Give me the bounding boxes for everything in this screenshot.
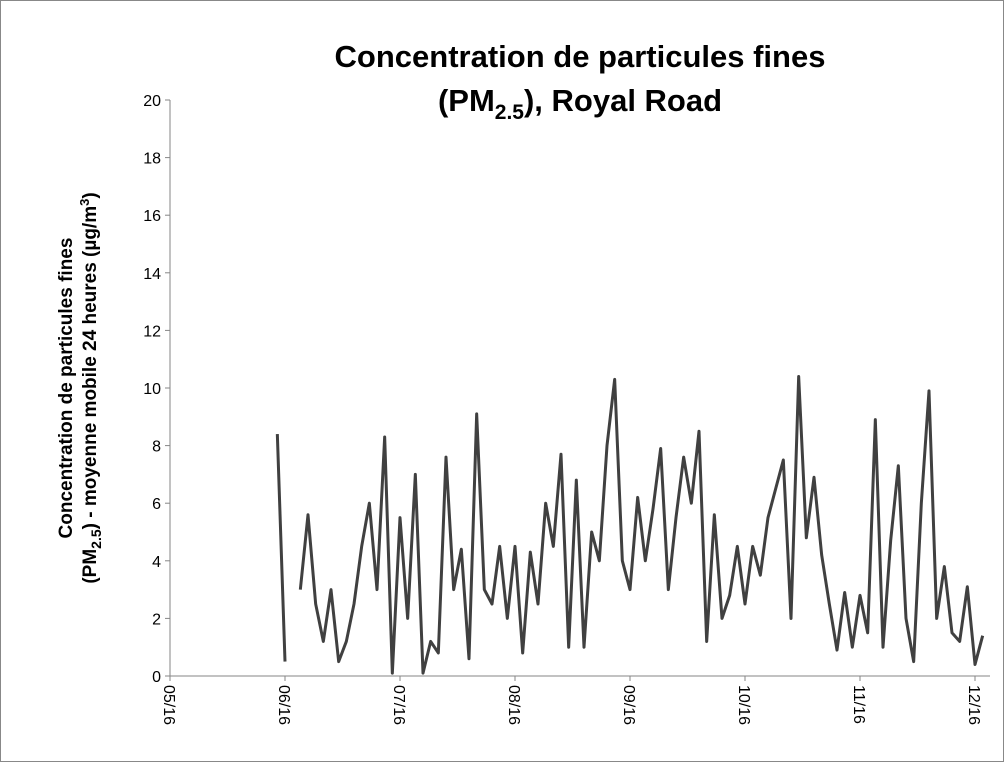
y-tick-label: 2: [152, 611, 161, 628]
chart-title: Concentration de particules fines: [335, 39, 826, 74]
title-part: ), Royal Road: [524, 83, 722, 118]
y-tick-label: 10: [143, 381, 161, 398]
y-label-part: Concentration de particules fines: [56, 238, 77, 539]
x-tick-label: 10/16: [735, 685, 752, 725]
x-tick-label: 05/16: [160, 685, 177, 725]
y-tick-label: 6: [152, 496, 161, 513]
y-label-part: (PM: [80, 549, 101, 584]
y-tick-label: 0: [152, 669, 161, 686]
y-label-subscript: 2.5: [88, 529, 104, 549]
y-tick-label: 16: [143, 208, 161, 225]
x-tick-label: 11/16: [850, 685, 867, 724]
y-tick-label: 18: [143, 151, 161, 168]
y-label-part: ): [80, 192, 101, 198]
y-tick-label: 8: [152, 439, 161, 456]
y-label-line: (PM2.5) - moyenne mobile 24 heures (µg/m…: [77, 192, 104, 583]
y-label-line: Concentration de particules fines: [56, 238, 77, 539]
title-line: Concentration de particules fines: [335, 39, 826, 74]
y-label-superscript: 3: [77, 199, 92, 206]
x-tick-label: 09/16: [620, 685, 637, 725]
y-tick-label: 12: [143, 323, 161, 340]
y-tick-label: 14: [143, 266, 161, 283]
x-tick-label: 12/16: [965, 685, 982, 725]
y-axis-label: Concentration de particules fines (PM2.5…: [56, 192, 104, 583]
title-subscript: 2.5: [495, 101, 525, 124]
x-tick-label: 06/16: [275, 685, 292, 725]
x-tick-label: 08/16: [505, 685, 522, 725]
title-part: (PM: [438, 83, 495, 118]
y-tick-label: 4: [152, 554, 161, 571]
y-label-part: ) - moyenne mobile 24 heures (µg/m: [80, 206, 101, 529]
data-line: [275, 374, 985, 675]
x-tick-label: 07/16: [390, 685, 407, 725]
chart-title: (PM2.5), Royal Road: [438, 83, 722, 124]
y-tick-label: 20: [143, 93, 161, 110]
